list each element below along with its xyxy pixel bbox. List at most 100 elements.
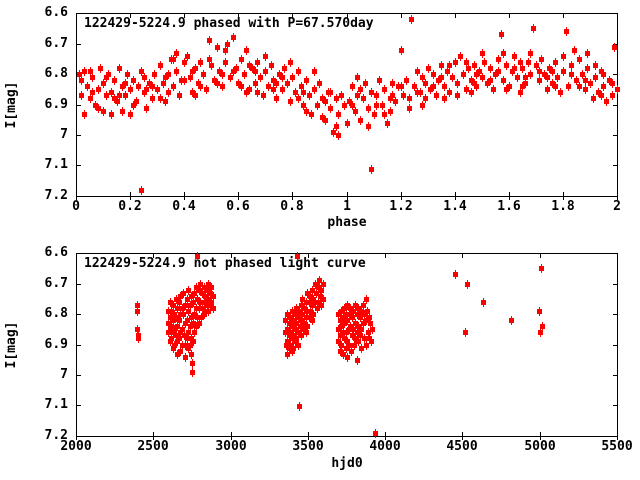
data-point: [368, 319, 374, 329]
data-point: [170, 300, 176, 310]
data-point: [292, 325, 298, 335]
y-tick-mark: [613, 13, 617, 14]
data-point: [531, 24, 537, 34]
data-point: [569, 60, 574, 70]
x-tick-mark: [238, 197, 239, 200]
data-point: [201, 297, 207, 307]
data-point: [92, 100, 98, 110]
data-point: [308, 291, 314, 301]
data-point: [350, 331, 356, 341]
data-point: [317, 79, 323, 89]
data-point: [371, 109, 377, 119]
x-tick-mark: [385, 254, 386, 258]
data-point: [228, 73, 234, 83]
data-point: [354, 328, 360, 338]
x-tick-label: 0.8: [280, 199, 304, 214]
data-point: [477, 66, 483, 76]
data-point: [560, 66, 566, 76]
data-point: [593, 60, 599, 70]
x-tick-mark: [292, 192, 293, 196]
x-tick-mark: [153, 254, 154, 258]
data-point: [214, 42, 220, 52]
data-point: [339, 340, 345, 350]
data-point: [512, 63, 518, 73]
data-point: [398, 45, 404, 55]
data-point: [193, 282, 199, 292]
data-point: [300, 294, 306, 304]
data-point: [190, 297, 196, 307]
data-point: [198, 57, 204, 67]
data-point: [474, 82, 480, 92]
y-tick-label: 7.2: [44, 188, 68, 203]
x-tick-mark: [184, 197, 185, 200]
data-point: [222, 57, 228, 67]
data-point: [387, 106, 393, 116]
data-point: [294, 303, 300, 313]
data-point: [276, 70, 282, 79]
data-point: [314, 100, 320, 110]
x-tick-mark: [617, 14, 618, 18]
data-point: [306, 297, 312, 307]
data-point: [558, 88, 564, 98]
data-point: [295, 313, 301, 323]
data-point: [193, 91, 199, 101]
data-point: [192, 328, 198, 338]
data-point: [533, 60, 539, 70]
data-point: [79, 76, 85, 86]
data-point: [255, 57, 261, 67]
data-point: [441, 82, 447, 92]
data-point: [295, 66, 301, 76]
data-point: [186, 343, 192, 353]
y-tick-label: 7.1: [44, 397, 68, 412]
data-point: [303, 313, 309, 323]
data-point: [539, 322, 545, 332]
data-point: [357, 331, 363, 341]
data-point: [346, 310, 352, 319]
x-tick-mark: [540, 437, 541, 440]
data-point: [175, 337, 181, 347]
data-point: [501, 48, 507, 58]
data-point: [306, 313, 312, 323]
data-point: [420, 100, 426, 110]
data-point: [196, 303, 202, 313]
y-axis-label: I[mag]: [4, 81, 19, 129]
data-point: [428, 85, 434, 95]
data-point: [382, 85, 388, 95]
data-point: [339, 91, 345, 101]
data-point: [187, 73, 193, 83]
y-tick-label: 7.2: [44, 428, 68, 443]
x-tick-mark: [308, 437, 309, 440]
y-tick-label: 6.6: [44, 5, 68, 20]
data-point: [174, 66, 180, 76]
x-tick-mark: [509, 14, 510, 18]
data-point: [441, 94, 447, 104]
data-point: [601, 70, 607, 79]
data-point: [337, 316, 343, 326]
data-point: [111, 94, 117, 104]
data-point: [359, 343, 365, 353]
data-point: [179, 76, 185, 86]
x-tick-mark: [455, 197, 456, 200]
data-point: [233, 63, 239, 73]
data-point: [431, 70, 437, 79]
y-tick-mark: [613, 253, 617, 254]
data-point: [487, 76, 493, 86]
data-point: [320, 94, 326, 104]
data-point: [268, 60, 274, 70]
data-point: [317, 276, 323, 286]
data-point: [495, 54, 501, 64]
data-point: [165, 70, 171, 79]
x-tick-mark: [462, 437, 463, 440]
data-point: [295, 94, 301, 104]
data-point: [314, 303, 320, 313]
data-point: [182, 319, 188, 329]
data-point: [138, 185, 144, 195]
x-tick-label: 5000: [524, 439, 556, 454]
x-tick-mark: [130, 197, 131, 200]
data-point: [289, 306, 295, 316]
data-point: [436, 76, 442, 86]
data-point: [431, 82, 437, 92]
data-point: [239, 82, 244, 92]
y-tick-label: 6.8: [44, 306, 68, 321]
data-point: [439, 73, 445, 83]
